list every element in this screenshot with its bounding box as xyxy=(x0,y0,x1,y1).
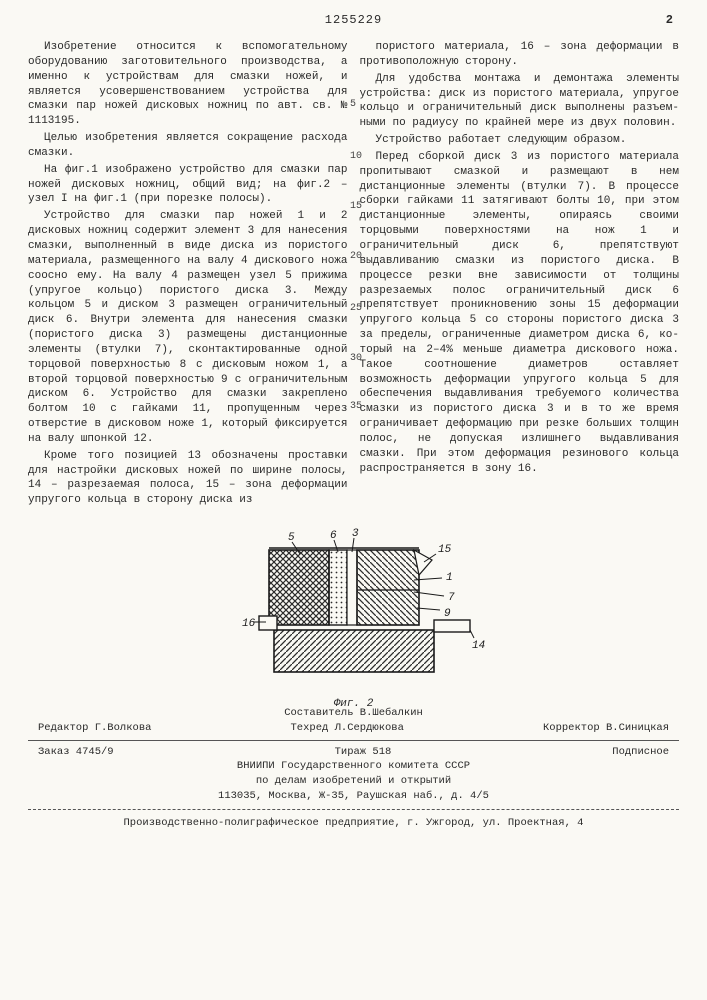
paragraph: Целью изобретения является сокра­щение р… xyxy=(28,131,348,161)
org-line-1: ВНИИПИ Государственного комитета СССР xyxy=(28,759,679,774)
tirage: Тираж 518 xyxy=(335,745,392,760)
svg-text:16: 16 xyxy=(242,618,256,630)
svg-text:14: 14 xyxy=(472,640,485,652)
paragraph: На фиг.1 изображено устройство для смазк… xyxy=(28,163,348,208)
credits-block: Составитель В.Шебалкин Редактор Г.Волков… xyxy=(28,706,679,831)
svg-text:7: 7 xyxy=(448,592,455,604)
divider xyxy=(28,740,679,741)
line-num: 10 xyxy=(350,150,362,164)
subscription: Подписное xyxy=(612,745,669,760)
svg-text:3: 3 xyxy=(352,528,359,540)
paragraph: Кроме того позицией 13 обозначе­ны прост… xyxy=(28,449,348,508)
svg-text:5: 5 xyxy=(288,532,295,544)
editor: Редактор Г.Волкова xyxy=(38,721,151,736)
svg-text:6: 6 xyxy=(330,530,337,542)
figure-caption: Фиг. 2 xyxy=(214,697,494,712)
page-mark: 2 xyxy=(666,12,673,28)
line-num: 25 xyxy=(350,302,362,316)
line-num: 35 xyxy=(350,400,362,414)
svg-text:9: 9 xyxy=(444,608,451,620)
techred: Техред Л.Сердюкова xyxy=(290,721,403,736)
corrector: Корректор В.Синицкая xyxy=(543,721,669,736)
line-num: 20 xyxy=(350,250,362,264)
svg-text:1: 1 xyxy=(446,572,453,584)
org-address: 113035, Москва, Ж-35, Раушская наб., д. … xyxy=(28,789,679,804)
paragraph: Устройство для смазки пар ножей 1 и 2 ди… xyxy=(28,209,348,447)
doc-number: 1255229 xyxy=(325,12,382,28)
right-column: пористого материала, 16 – зона де­формац… xyxy=(360,40,680,510)
paragraph: Устройство работает следующим об­разом. xyxy=(360,133,680,148)
org-line-2: по делам изобретений и открытий xyxy=(28,774,679,789)
paragraph: Изобретение относится к вспомога­тельном… xyxy=(28,40,348,129)
line-num: 5 xyxy=(350,98,356,112)
line-num: 30 xyxy=(350,352,362,366)
paragraph: пористого материала, 16 – зона де­формац… xyxy=(360,40,680,70)
paragraph: Перед сборкой диск 3 из пористо­го матер… xyxy=(360,150,680,477)
left-column: Изобретение относится к вспомога­тельном… xyxy=(28,40,348,510)
page: 1255229 2 5 10 15 20 25 30 35 Изобретени… xyxy=(0,0,707,1000)
figure-2: 5 6 3 15 1 7 9 16 14 Фиг. 2 xyxy=(214,520,494,700)
svg-text:15: 15 xyxy=(438,544,452,556)
line-num: 15 xyxy=(350,200,362,214)
printer-line: Производственно-полиграфическое предприя… xyxy=(28,816,679,831)
order-number: Заказ 4745/9 xyxy=(38,745,114,760)
paragraph: Для удобства монтажа и демонтажа элемент… xyxy=(360,72,680,131)
dashed-divider xyxy=(28,809,679,810)
